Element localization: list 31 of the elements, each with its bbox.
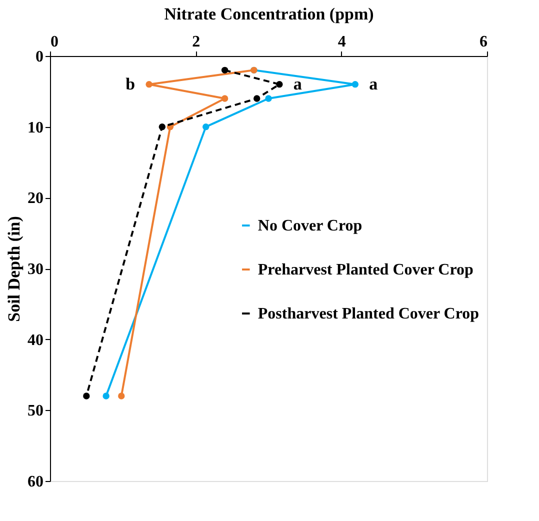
point	[221, 95, 228, 102]
annotation: b	[126, 74, 136, 94]
annotation: a	[369, 74, 378, 94]
y-tick-label: 30	[28, 261, 44, 278]
point	[265, 95, 272, 102]
point	[158, 123, 166, 130]
y-tick-label: 50	[28, 402, 44, 420]
point	[221, 66, 228, 74]
legend-label: No Cover Crop	[258, 218, 362, 234]
point	[83, 392, 90, 400]
point	[118, 392, 125, 400]
annotation: a	[293, 74, 302, 94]
point	[276, 80, 283, 88]
y-tick-label: 0	[36, 48, 44, 66]
y-axis-title: Soil Depth (in)	[4, 216, 24, 322]
point	[102, 392, 110, 400]
point	[253, 95, 260, 102]
x-tick-label: 0	[50, 34, 58, 50]
point	[202, 123, 210, 130]
point	[146, 80, 152, 88]
point	[352, 80, 359, 88]
y-tick-label: 20	[28, 190, 44, 208]
x-tick-label: 4	[338, 34, 346, 50]
x-axis-title: Nitrate Concentration (ppm)	[164, 4, 374, 24]
y-tick-label: 40	[28, 332, 44, 349]
x-tick-label: 2	[192, 34, 200, 50]
legend-label: Preharvest Planted Cover Crop	[258, 262, 474, 278]
legend-label: Postharvest Planted Cover Crop	[258, 306, 480, 322]
y-tick-label: 10	[28, 119, 44, 136]
y-tick-label: 60	[28, 474, 44, 490]
x-tick-label: 6	[480, 34, 488, 50]
